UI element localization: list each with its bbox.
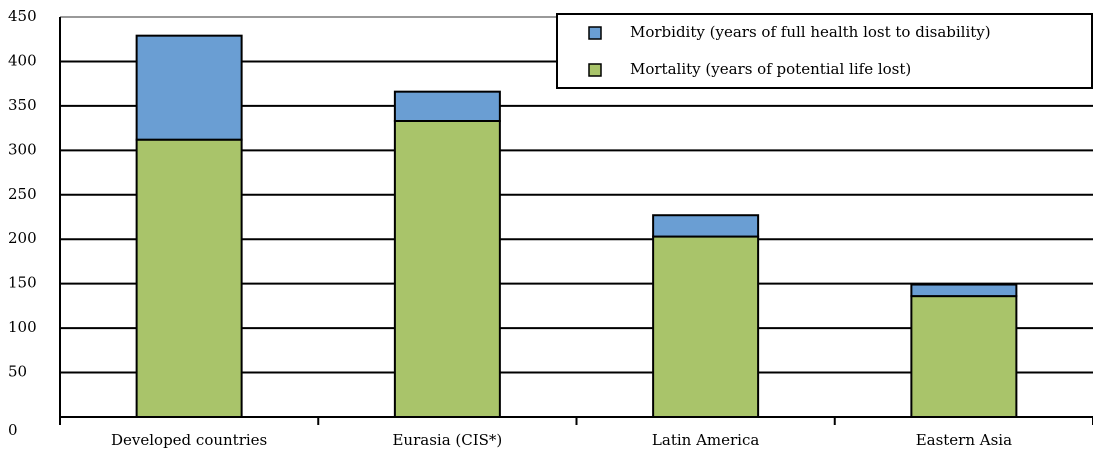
- legend-swatch: [588, 26, 602, 40]
- x-tick-label: Eurasia (CIS*): [392, 431, 502, 449]
- y-tick-label: 300: [8, 140, 37, 158]
- bar-segment: [652, 214, 760, 238]
- x-tick-label: Developed countries: [111, 431, 267, 449]
- y-tick-label: 450: [8, 7, 37, 25]
- bar-segment: [135, 138, 243, 419]
- y-tick-label: 350: [8, 96, 37, 114]
- bar-segment: [135, 34, 243, 141]
- y-tick-label: 200: [8, 229, 37, 247]
- y-tick-label: 50: [8, 363, 27, 381]
- y-tick-label: 0: [8, 421, 18, 439]
- bar-segment: [393, 90, 501, 122]
- bar-segment: [910, 283, 1018, 298]
- y-tick-label: 150: [8, 274, 37, 292]
- y-tick-label: 400: [8, 51, 37, 69]
- y-tick-label: 250: [8, 185, 37, 203]
- legend-label: Mortality (years of potential life lost): [630, 60, 911, 78]
- legend-box: [556, 13, 1093, 89]
- bar-segment: [910, 295, 1018, 418]
- x-tick-label: Eastern Asia: [916, 431, 1012, 449]
- legend-label: Morbidity (years of full health lost to …: [630, 23, 991, 41]
- x-tick-label: Latin America: [652, 431, 759, 449]
- bar-segment: [652, 235, 760, 418]
- y-tick-label: 100: [8, 318, 37, 336]
- bar-segment: [393, 120, 501, 418]
- legend-swatch: [588, 63, 602, 77]
